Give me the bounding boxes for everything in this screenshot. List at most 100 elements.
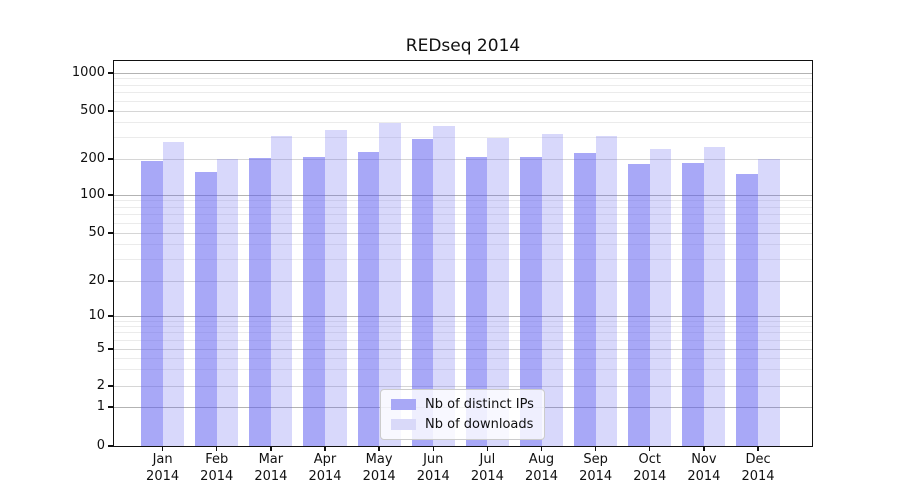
legend-swatch-downloads <box>391 419 416 430</box>
x-tick-label: Mar 2014 <box>242 451 300 485</box>
y-gridline-major <box>114 315 812 317</box>
x-tick-mark <box>432 446 434 451</box>
x-tick-year: 2014 <box>362 469 396 484</box>
legend-item-distinct-ips: Nb of distinct IPs <box>391 397 534 412</box>
y-tick-label: 1000 <box>71 65 105 80</box>
x-tick-year: 2014 <box>579 469 613 484</box>
plot-area <box>114 61 812 446</box>
x-tick-mark <box>324 446 326 451</box>
x-tick-label: Sep 2014 <box>567 451 625 485</box>
x-tick-mark <box>216 446 218 451</box>
y-gridline-minor <box>114 92 812 94</box>
x-tick-year: 2014 <box>308 469 342 484</box>
legend-label-downloads: Nb of downloads <box>425 417 534 432</box>
legend-item-downloads: Nb of downloads <box>391 417 534 432</box>
x-tick-label: Jan 2014 <box>134 451 192 485</box>
bar-downloads-may <box>379 122 401 446</box>
y-tick-mark <box>108 280 113 282</box>
y-gridline-major <box>114 232 812 234</box>
y-gridline-major <box>114 385 812 387</box>
x-tick-mark <box>703 446 705 451</box>
x-tick-year: 2014 <box>416 469 450 484</box>
x-tick-label: Dec 2014 <box>729 451 787 485</box>
bar-downloads-mar <box>270 135 293 446</box>
y-tick-mark <box>108 445 113 447</box>
bar-downloads-feb <box>216 158 239 446</box>
x-tick-year: 2014 <box>254 469 288 484</box>
y-tick-label: 500 <box>80 103 105 118</box>
y-gridline-minor <box>114 214 812 216</box>
y-gridline-minor <box>114 206 812 208</box>
x-tick-label: May 2014 <box>350 451 408 485</box>
plot-border <box>113 60 813 447</box>
y-gridline-major <box>114 158 812 160</box>
x-tick-label: Apr 2014 <box>296 451 354 485</box>
bar-downloads-aug <box>541 133 564 446</box>
x-tick-year: 2014 <box>200 469 234 484</box>
x-tick-label: Nov 2014 <box>675 451 733 485</box>
x-tick-month: Jan <box>152 452 173 467</box>
y-gridline-minor <box>114 100 812 102</box>
y-tick-label: 200 <box>80 151 105 166</box>
y-gridline-minor <box>114 84 812 86</box>
bar-distinct-ips-aug <box>519 156 542 446</box>
bar-distinct-ips-mar <box>249 158 271 446</box>
y-gridline-minor <box>114 244 812 246</box>
bar-distinct-ips-sep <box>574 152 596 446</box>
x-tick-year: 2014 <box>687 469 721 484</box>
y-gridline-major <box>114 110 812 112</box>
y-tick-mark <box>108 110 113 112</box>
bar-downloads-jan <box>162 142 185 446</box>
x-tick-month: Sep <box>583 452 608 467</box>
x-tick-mark <box>594 446 597 451</box>
x-tick-year: 2014 <box>146 469 180 484</box>
y-tick-label: 2 <box>96 378 105 393</box>
legend-label-distinct-ips: Nb of distinct IPs <box>425 397 534 412</box>
bar-distinct-ips-jun <box>411 139 434 446</box>
bar-distinct-ips-feb <box>195 171 217 446</box>
x-tick-month: Jul <box>479 452 496 467</box>
x-tick-month: Nov <box>691 452 717 467</box>
y-gridline-minor <box>114 369 812 371</box>
x-tick-month: Dec <box>745 452 771 467</box>
legend: Nb of distinct IPs Nb of downloads <box>380 389 545 440</box>
y-gridline-minor <box>114 222 812 224</box>
bar-distinct-ips-oct <box>628 163 650 446</box>
y-gridline-minor <box>114 200 812 202</box>
y-gridline-minor <box>114 357 812 359</box>
x-tick-label: Aug 2014 <box>513 451 571 485</box>
bar-distinct-ips-nov <box>682 163 704 446</box>
y-gridline-minor <box>114 326 812 328</box>
y-gridline-major <box>114 194 812 196</box>
y-tick-label: 50 <box>88 225 105 240</box>
bar-distinct-ips-jul <box>465 157 488 446</box>
x-tick-month: Feb <box>205 452 229 467</box>
y-tick-mark <box>108 158 113 160</box>
x-tick-mark <box>270 446 272 451</box>
y-tick-mark <box>108 72 113 74</box>
y-gridline-minor <box>114 137 812 139</box>
x-tick-label: Jul 2014 <box>458 451 516 485</box>
y-gridline-minor <box>114 332 812 334</box>
y-gridline-minor <box>114 339 812 341</box>
x-tick-year: 2014 <box>741 469 775 484</box>
y-tick-label: 1 <box>96 399 105 414</box>
x-tick-year: 2014 <box>470 469 504 484</box>
bar-distinct-ips-apr <box>303 156 325 446</box>
x-tick-month: Mar <box>258 452 284 467</box>
y-gridline-minor <box>114 259 812 261</box>
y-gridline-minor <box>114 78 812 80</box>
x-tick-label: Oct 2014 <box>621 451 679 485</box>
x-tick-label: Feb 2014 <box>188 451 246 485</box>
y-tick-mark <box>108 194 113 196</box>
bar-downloads-dec <box>758 159 780 446</box>
y-tick-mark <box>108 315 113 317</box>
bar-downloads-jul <box>487 137 509 446</box>
x-tick-mark <box>161 446 164 451</box>
bar-distinct-ips-jan <box>141 160 163 446</box>
y-tick-label: 0 <box>96 438 105 453</box>
y-tick-label: 5 <box>96 341 105 356</box>
bar-distinct-ips-may <box>357 151 380 446</box>
x-tick-mark <box>757 446 759 451</box>
